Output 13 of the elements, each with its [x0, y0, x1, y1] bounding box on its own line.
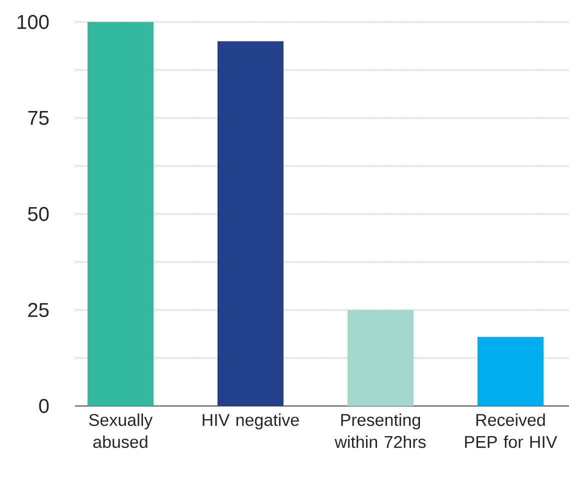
x-tick-label: Presenting within 72hrs [334, 414, 426, 448]
bar [218, 41, 284, 406]
y-tick-label: 25 [28, 302, 49, 318]
x-tick-label: Sexually abused [89, 414, 153, 448]
y-tick-label: 75 [28, 111, 49, 125]
x-tick-label: HIV negative [202, 414, 299, 430]
x-tick-label: Received PEP for HIV [465, 414, 558, 448]
y-tick-label: 100 [18, 14, 49, 30]
bar [88, 22, 154, 406]
bar [478, 336, 544, 406]
y-tick-label: 0 [39, 398, 49, 414]
y-tick-label: 50 [28, 206, 49, 222]
bar [348, 310, 414, 406]
